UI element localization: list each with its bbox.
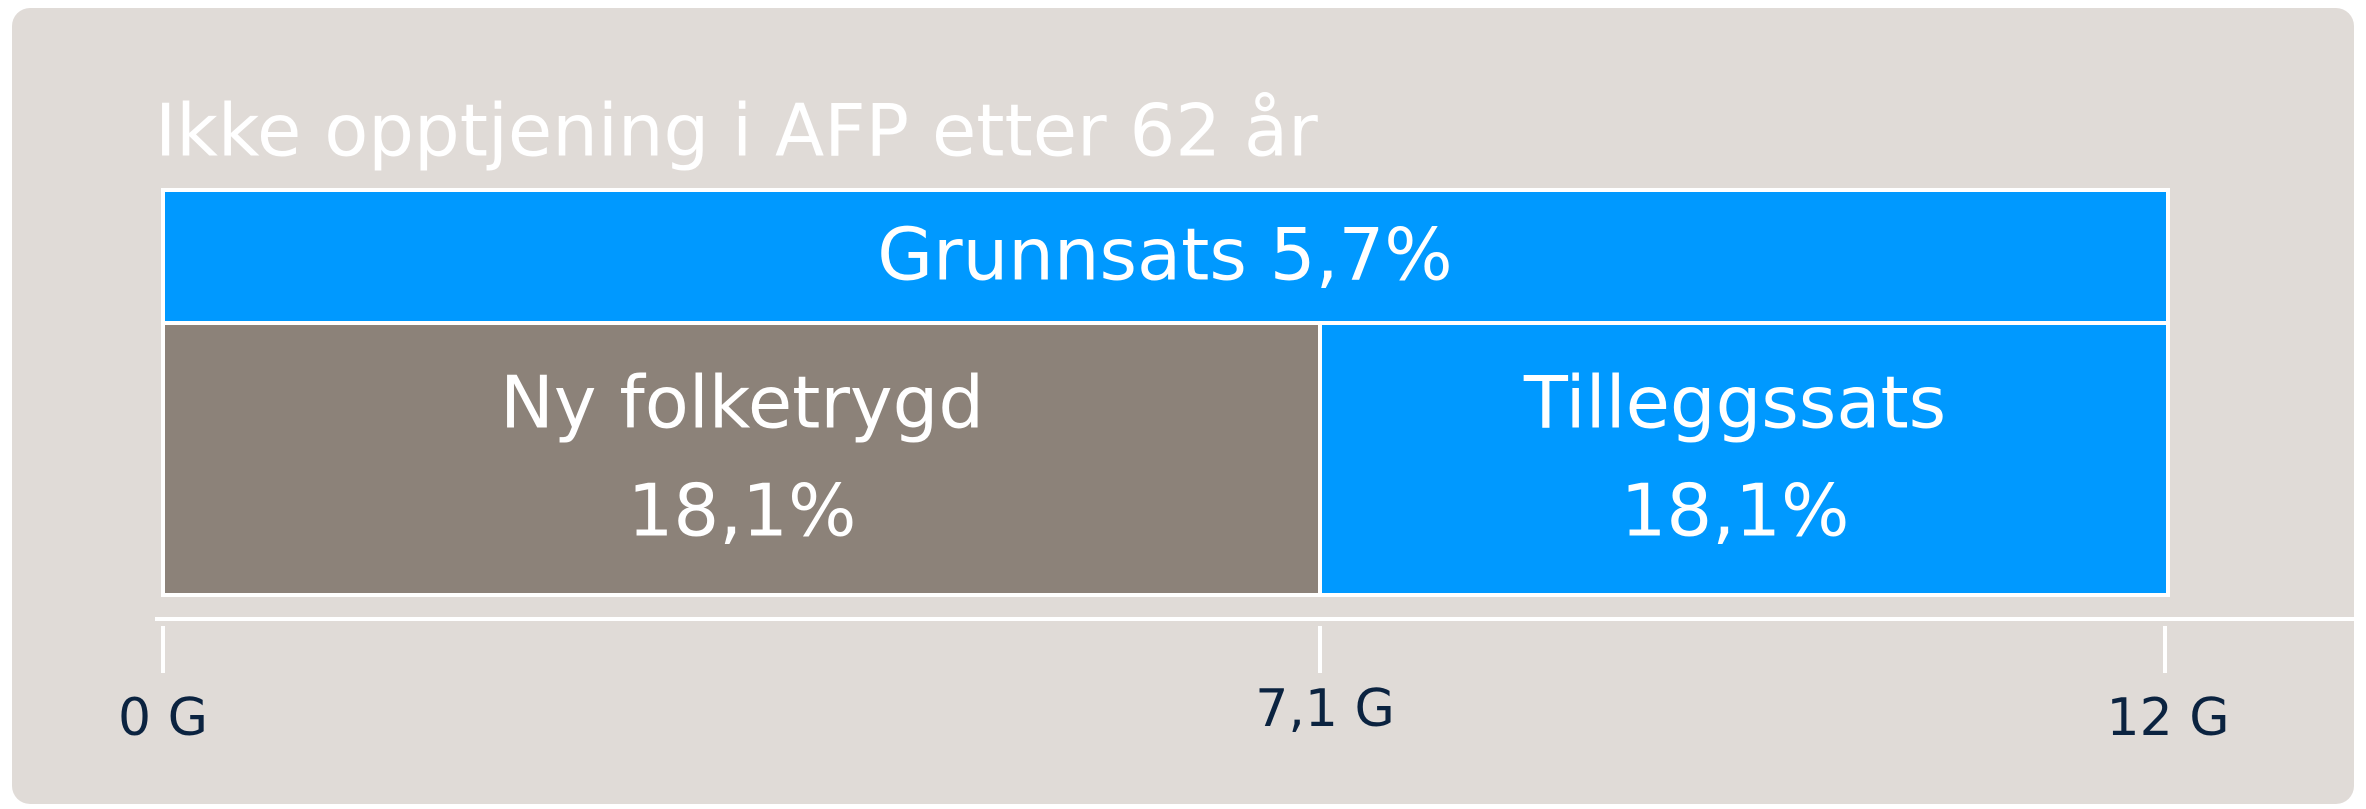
block-label: Grunnsats 5,7% [877,213,1452,297]
axis-label: 12 G [2107,688,2230,748]
block-value: 18,1% [628,469,857,553]
folketrygd-block [161,321,1322,597]
block-value: 18,1% [1621,469,1850,553]
axis-label: 0 G [118,688,208,748]
block-label: Ny folketrygd [500,361,984,445]
diagram-title: Ikke opptjening i AFP etter 62 år [155,89,1318,173]
axis-label: 7,1 G [1255,679,1395,739]
block-label: Tilleggssats [1523,361,1946,445]
grunnsats-block [161,188,2170,325]
tilleggssats-block [1318,321,2170,597]
